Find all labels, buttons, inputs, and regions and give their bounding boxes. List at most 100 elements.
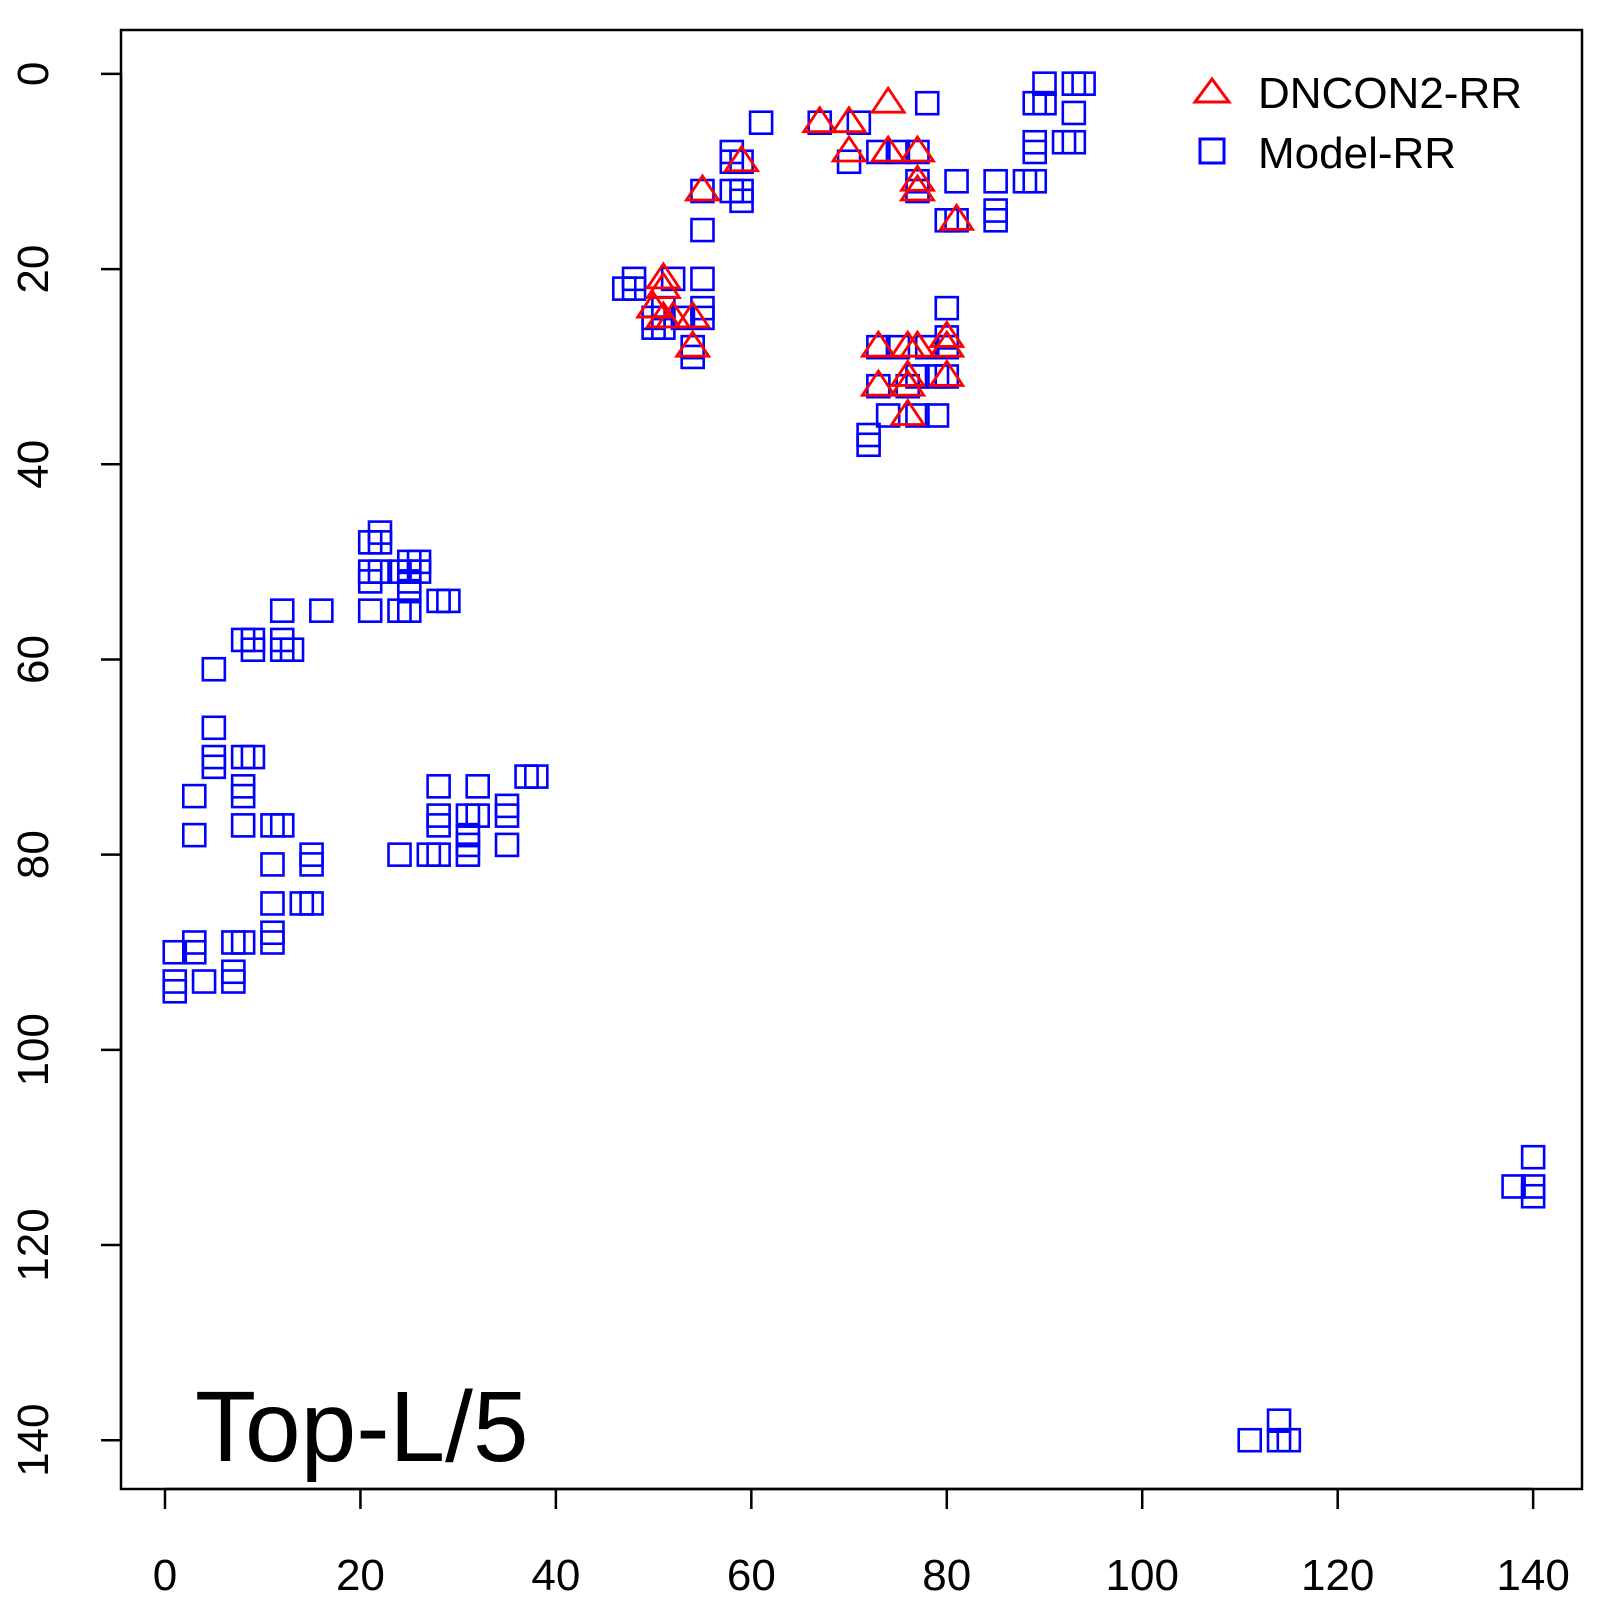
data-point-dncon2-rr: [674, 329, 712, 358]
data-point-model-rr: [524, 764, 549, 789]
data-point-model-rr: [367, 530, 393, 555]
data-point-dncon2-rr: [830, 134, 868, 163]
data-point-model-rr: [309, 598, 334, 623]
y-tick-label: 0: [9, 62, 58, 86]
data-point-model-rr: [1032, 90, 1057, 116]
data-point-model-rr: [914, 90, 940, 116]
series-layer: [162, 71, 1546, 1453]
data-point-dncon2-rr: [683, 173, 722, 202]
data-point-model-rr: [269, 813, 295, 838]
data-point-dncon2-rr: [869, 85, 907, 114]
data-point-model-rr: [1276, 1427, 1302, 1453]
data-point-model-rr: [221, 969, 246, 994]
data-point-dncon2-rr: [654, 300, 692, 329]
y-tick-label: 60: [9, 635, 58, 684]
data-point-model-rr: [201, 656, 227, 682]
data-point-dncon2-rr: [859, 329, 897, 358]
data-point-model-rr: [621, 276, 647, 301]
data-point-model-rr: [426, 842, 451, 867]
legend-marker-square: [1198, 137, 1226, 165]
data-point-model-rr: [357, 598, 383, 623]
data-point-model-rr: [1061, 100, 1087, 126]
data-point-dncon2-rr: [889, 358, 927, 387]
data-point-model-rr: [1520, 1144, 1546, 1170]
data-point-model-rr: [690, 305, 715, 331]
x-tick-label: 140: [1496, 1551, 1569, 1600]
y-tick-label: 80: [9, 830, 58, 879]
y-tick-label: 100: [9, 1013, 58, 1086]
x-tick-label: 20: [336, 1551, 385, 1600]
data-point-model-rr: [455, 842, 481, 867]
legend: DNCON2-RR Model-RR: [1192, 69, 1522, 178]
data-point-dncon2-rr: [928, 329, 966, 358]
data-point-model-rr: [181, 939, 207, 965]
data-point-model-rr: [230, 813, 256, 838]
data-point-model-rr: [240, 637, 266, 663]
x-tick-label: 100: [1106, 1551, 1179, 1600]
legend-label-model-rr: Model-RR: [1258, 129, 1456, 178]
y-axis: 0 20 40 60 80 100 120 140: [9, 62, 123, 1477]
y-tick-label: 20: [9, 245, 58, 294]
data-point-model-rr: [299, 891, 324, 916]
data-point-dncon2-rr: [801, 105, 839, 134]
data-point-model-rr: [494, 832, 520, 858]
data-point-model-rr: [866, 139, 891, 165]
data-point-model-rr: [465, 803, 490, 828]
data-point-dncon2-rr: [722, 144, 761, 173]
data-point-model-rr: [260, 930, 285, 955]
data-point-dncon2-rr: [898, 329, 937, 358]
data-point-model-rr: [426, 774, 451, 799]
data-point-model-rr: [1071, 71, 1096, 96]
data-point-model-rr: [426, 813, 451, 838]
data-point-model-rr: [387, 842, 412, 867]
data-point-model-rr: [269, 598, 295, 623]
data-point-model-rr: [1237, 1427, 1263, 1453]
data-point-model-rr: [690, 266, 715, 292]
data-point-model-rr: [230, 930, 256, 955]
data-point-model-rr: [230, 783, 256, 809]
y-tick-label: 40: [9, 440, 58, 489]
legend-marker-triangle: [1192, 76, 1232, 104]
data-point-dncon2-rr: [869, 134, 907, 163]
data-point-model-rr: [260, 852, 285, 877]
data-point-model-rr: [465, 774, 490, 799]
data-point-model-rr: [846, 110, 872, 136]
data-point-dncon2-rr: [898, 163, 937, 192]
data-point-dncon2-rr: [830, 105, 868, 134]
x-tick-label: 120: [1301, 1551, 1374, 1600]
data-point-model-rr: [1022, 168, 1048, 194]
data-point-dncon2-rr: [644, 261, 682, 290]
data-point-model-rr: [924, 403, 950, 428]
data-point-model-rr: [260, 891, 285, 916]
data-point-model-rr: [944, 168, 969, 194]
data-point-model-rr: [181, 822, 207, 848]
data-point-dncon2-rr: [898, 134, 937, 163]
data-point-model-rr: [436, 588, 461, 614]
data-point-model-rr: [494, 803, 520, 828]
data-point-model-rr: [181, 783, 207, 809]
x-tick-label: 0: [153, 1551, 177, 1600]
x-axis: 0 20 40 60 80 100 120 140: [153, 1487, 1570, 1600]
data-point-model-rr: [1061, 129, 1087, 155]
data-point-dncon2-rr: [898, 173, 937, 202]
y-tick-label: 120: [9, 1208, 58, 1281]
data-point-dncon2-rr: [889, 397, 927, 426]
data-point-model-rr: [748, 110, 774, 136]
data-point-model-rr: [934, 295, 960, 321]
data-point-dncon2-rr: [928, 358, 966, 387]
data-point-model-rr: [983, 208, 1008, 233]
x-tick-label: 40: [531, 1551, 580, 1600]
data-point-model-rr: [905, 403, 930, 428]
legend-label-dncon2-rr: DNCON2-RR: [1258, 69, 1522, 118]
plot-frame: [119, 28, 1584, 1491]
data-point-model-rr: [279, 637, 305, 663]
data-point-dncon2-rr: [859, 368, 897, 397]
chart-annotation: Top-L/5: [195, 1371, 529, 1483]
y-tick-label: 140: [9, 1403, 58, 1476]
data-point-dncon2-rr: [644, 271, 682, 300]
data-point-dncon2-rr: [889, 368, 927, 397]
series-model-rr: [162, 71, 1546, 1453]
data-point-model-rr: [201, 715, 227, 741]
data-point-dncon2-rr: [928, 319, 966, 348]
